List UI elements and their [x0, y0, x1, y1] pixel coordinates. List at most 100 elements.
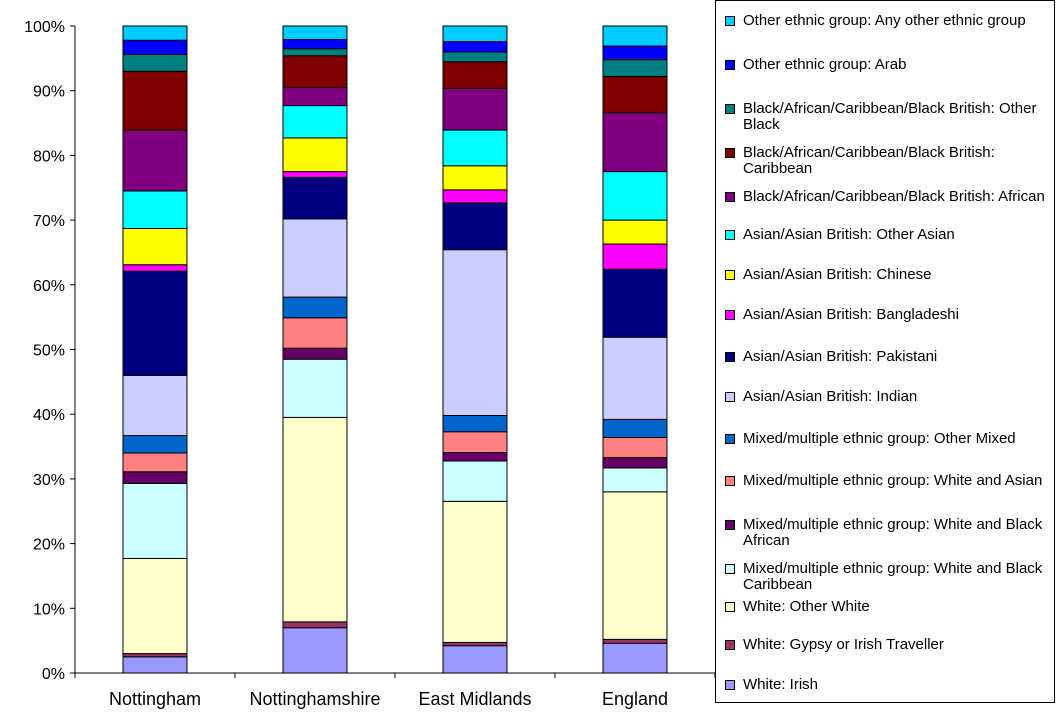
- bar-segment: [122, 228, 188, 266]
- legend-swatch: [725, 520, 735, 530]
- legend-label: Mixed/multiple ethnic group: White and B…: [743, 516, 1043, 549]
- y-tick-label: 60%: [33, 278, 65, 295]
- bar-segment: [122, 270, 188, 376]
- legend-swatch: [725, 16, 735, 26]
- bar-segment: [602, 491, 668, 640]
- bar-segment: [602, 25, 668, 47]
- bar-segment: [602, 171, 668, 221]
- legend-swatch: [725, 564, 735, 574]
- bar-segment: [602, 638, 668, 644]
- legend-label: Asian/Asian British: Other Asian: [743, 226, 955, 243]
- bar-segment: [602, 436, 668, 459]
- bar-segment: [442, 129, 508, 167]
- legend-swatch: [725, 148, 735, 158]
- bar-segment: [122, 190, 188, 230]
- legend-label: Other ethnic group: Arab: [743, 56, 907, 73]
- bar-segment: [282, 621, 348, 629]
- bar-segment: [122, 39, 188, 55]
- bar-segment: [602, 59, 668, 77]
- y-tick-label: 20%: [33, 537, 65, 554]
- bar-segment: [442, 202, 508, 251]
- legend-label: Asian/Asian British: Pakistani: [743, 348, 938, 365]
- bar-segment: [122, 264, 188, 272]
- y-tick-label: 0%: [42, 666, 65, 683]
- bar-segment: [282, 218, 348, 298]
- bar-segment: [122, 557, 188, 655]
- bar-segment: [282, 86, 348, 107]
- bar-segment: [122, 471, 188, 484]
- bar-segment: [122, 25, 188, 41]
- bar-segment: [282, 416, 348, 623]
- legend-swatch: [725, 680, 735, 690]
- legend-label: Mixed/multiple ethnic group: White and B…: [743, 560, 1043, 593]
- stacked-bar-chart: 0% 10% 20% 30% 40% 50% 60% 70% 80% 90% 100% Notting…: [24, 19, 715, 709]
- y-tick-label: 80%: [33, 148, 65, 165]
- x-category-label: England: [602, 689, 668, 709]
- bar-segment: [602, 75, 668, 114]
- bar-segment: [602, 418, 668, 438]
- bar-segment: [442, 165, 508, 191]
- legend-swatch: [725, 104, 735, 114]
- x-category-label: East Midlands: [418, 689, 531, 709]
- bar-segment: [442, 61, 508, 89]
- bar-segment: [602, 467, 668, 493]
- bar-segment: [282, 55, 348, 88]
- bar-segment: [442, 87, 508, 131]
- bar-segment: [282, 137, 348, 173]
- bar-segment: [602, 642, 668, 674]
- y-tick-label: 40%: [33, 407, 65, 424]
- bar-segment: [282, 296, 348, 319]
- y-tick-label: 100%: [24, 19, 65, 36]
- bar-segment: [122, 656, 188, 674]
- bar-segment: [122, 435, 188, 454]
- legend-swatch: [725, 476, 735, 486]
- legend-label: Black/African/Caribbean/Black British: A…: [743, 188, 1045, 205]
- bar-segment: [442, 500, 508, 643]
- bar-segment: [282, 39, 348, 50]
- legend-label: Black/African/Caribbean/Black British: C…: [743, 144, 995, 177]
- legend-swatch: [725, 434, 735, 444]
- legend-swatch: [725, 310, 735, 320]
- bar-segment: [122, 129, 188, 192]
- bar-segment: [602, 336, 668, 420]
- bar-segment: [602, 219, 668, 245]
- legend-swatch: [725, 602, 735, 612]
- legend-label: Asian/Asian British: Bangladeshi: [743, 306, 959, 323]
- legend-label: Mixed/multiple ethnic group: Other Mixed: [743, 430, 1016, 447]
- legend-swatch: [725, 60, 735, 70]
- legend-label: Other ethnic group: Any other ethnic gro…: [743, 12, 1026, 29]
- bar-segment: [282, 627, 348, 674]
- y-tick-label: 70%: [33, 213, 65, 230]
- legend-label: White: Gypsy or Irish Traveller: [743, 636, 944, 653]
- legend-swatch: [725, 192, 735, 202]
- bar-segment: [442, 41, 508, 53]
- legend-swatch: [725, 392, 735, 402]
- bar-segment: [122, 70, 188, 131]
- y-tick-label: 90%: [33, 84, 65, 101]
- bar-segment: [442, 431, 508, 454]
- bar-segment: [442, 452, 508, 462]
- legend-label: Asian/Asian British: Indian: [743, 388, 918, 405]
- bar-segment: [602, 268, 668, 338]
- bar-segment: [282, 105, 348, 139]
- legend-label: White: Irish: [743, 676, 819, 693]
- bar-segment: [602, 45, 668, 61]
- bar-segment: [122, 482, 188, 559]
- y-tick-label: 50%: [33, 343, 65, 360]
- bar-segment: [442, 460, 508, 502]
- legend-label: Mixed/multiple ethnic group: White and A…: [743, 472, 1043, 489]
- y-tick-label: 10%: [33, 601, 65, 618]
- bar-segment: [602, 243, 668, 270]
- bar-segment: [442, 51, 508, 63]
- bar-segment: [122, 374, 188, 437]
- bar-segment: [282, 317, 348, 349]
- y-tick-label: 30%: [33, 472, 65, 489]
- bar-segment: [442, 189, 508, 204]
- bar-segment: [442, 645, 508, 674]
- bar-segment: [282, 48, 348, 57]
- bar-segment: [602, 457, 668, 469]
- bar-segment: [442, 415, 508, 433]
- bar-segment: [122, 53, 188, 72]
- bar-segment: [602, 112, 668, 173]
- legend-swatch: [725, 640, 735, 650]
